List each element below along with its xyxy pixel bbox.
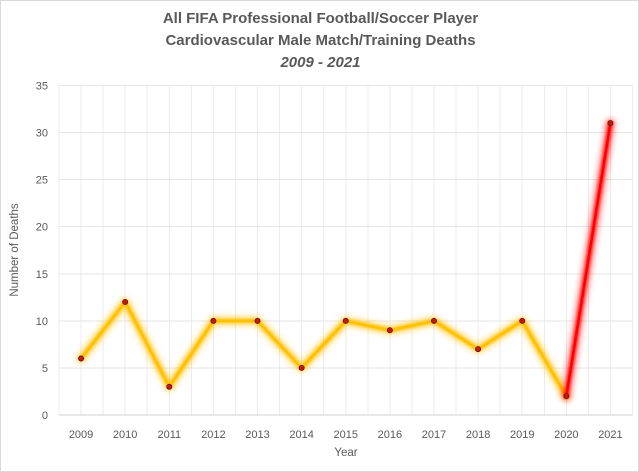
chart-title-line-1: All FIFA Professional Football/Soccer Pl…: [162, 10, 479, 27]
x-tick-label: 2020: [554, 429, 578, 441]
x-axis-title: Year: [334, 447, 358, 459]
chart-title-line-3: 2009 - 2021: [280, 54, 361, 71]
y-tick-label: 10: [36, 316, 48, 328]
chart-title-line-2: Cardiovascular Male Match/Training Death…: [165, 32, 476, 49]
data-point-marker-2021: [607, 120, 614, 127]
chart-title: All FIFA Professional Football/Soccer Pl…: [1, 8, 638, 74]
data-point-marker-2013: [254, 317, 261, 324]
y-axis-title-text: Number of Deaths: [9, 203, 21, 297]
data-point-marker-2009: [78, 355, 85, 362]
y-tick-label: 20: [36, 222, 48, 234]
x-tick-label: 2011: [157, 429, 181, 441]
y-tick-label: 5: [42, 363, 48, 375]
data-point-marker-2019: [519, 317, 526, 324]
x-tick-label: 2009: [69, 429, 93, 441]
x-tick-label: 2010: [113, 429, 137, 441]
series-line-deaths-spike-2020-2021: [565, 122, 612, 398]
data-point-marker-2014: [298, 364, 305, 371]
x-tick-label: 2012: [201, 429, 225, 441]
data-point-marker-2016: [386, 327, 393, 334]
data-point-marker-2017: [430, 317, 437, 324]
x-tick-label: 2019: [510, 429, 534, 441]
data-point-marker-2015: [342, 317, 349, 324]
x-tick-label: 2017: [422, 429, 446, 441]
x-tick-label: 2018: [466, 429, 490, 441]
x-tick-label: 2014: [289, 429, 313, 441]
data-point-marker-2012: [210, 317, 217, 324]
data-point-marker-2011: [166, 383, 173, 390]
data-point-marker-2010: [122, 299, 129, 306]
y-tick-label: 30: [36, 128, 48, 140]
x-tick-label: 2016: [378, 429, 402, 441]
series-line-deaths-2009-2020: [79, 300, 568, 398]
x-tick-label: 2015: [334, 429, 358, 441]
data-point-marker-2018: [475, 346, 482, 353]
y-tick-label: 0: [42, 410, 48, 422]
y-tick-label: 35: [36, 81, 48, 93]
data-point-marker-2020: [563, 393, 570, 400]
y-tick-label: 25: [36, 175, 48, 187]
x-tick-label: 2013: [245, 429, 269, 441]
y-tick-label: 15: [36, 269, 48, 281]
x-tick-label: 2021: [598, 429, 622, 441]
